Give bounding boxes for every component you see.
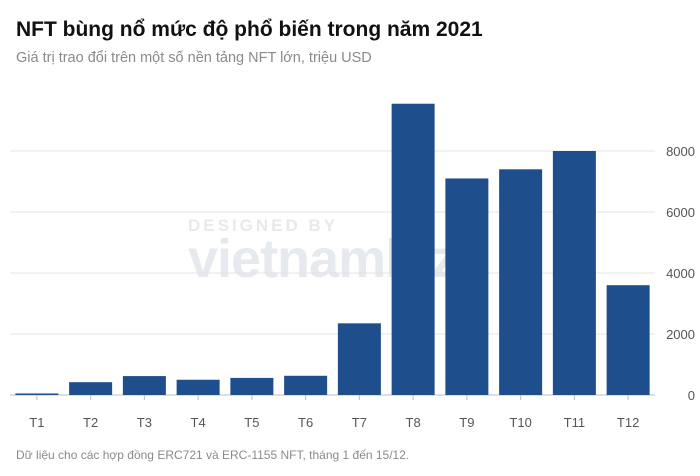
y-tick-label: 0: [688, 388, 695, 403]
x-tick-label: T9: [459, 415, 474, 430]
bar: [552, 151, 596, 395]
y-tick-label: 4000: [666, 266, 695, 281]
x-tick-label: T4: [191, 415, 206, 430]
y-tick-label: 6000: [666, 205, 695, 220]
bar: [445, 178, 489, 395]
chart-title: NFT bùng nổ mức độ phổ biến trong năm 20…: [16, 18, 483, 41]
bar: [69, 382, 113, 395]
x-tick-label: T12: [617, 415, 639, 430]
x-tick-label: T8: [406, 415, 421, 430]
x-tick-label: T6: [298, 415, 313, 430]
bar: [176, 379, 220, 395]
x-tick-label: T2: [83, 415, 98, 430]
bar: [122, 376, 166, 395]
bar: [15, 393, 59, 395]
x-tick-label: T10: [509, 415, 531, 430]
y-tick-label: 2000: [666, 327, 695, 342]
chart-subtitle: Giá trị trao đổi trên một số nền tảng NF…: [16, 50, 372, 66]
x-tick-label: T1: [29, 415, 44, 430]
y-tick-label: 8000: [666, 144, 695, 159]
bar: [337, 323, 381, 395]
bar: [391, 103, 435, 395]
source-note: Dữ liệu cho các hợp đồng ERC721 và ERC-1…: [16, 448, 410, 462]
bar: [230, 377, 274, 395]
bar: [606, 285, 650, 395]
bar: [499, 169, 543, 395]
x-tick-label: T11: [564, 415, 585, 430]
x-tick-label: T7: [352, 415, 367, 430]
x-tick-label: T5: [244, 415, 259, 430]
bar: [284, 375, 328, 395]
x-tick-label: T3: [137, 415, 152, 430]
